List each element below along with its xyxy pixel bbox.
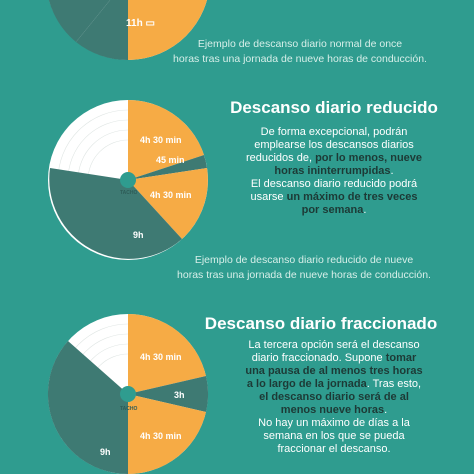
- tacho-label: TACHO: [120, 190, 138, 196]
- tacho-label: TACHO: [120, 406, 138, 412]
- label-driving-1: 4h 30 min: [140, 135, 182, 145]
- caption-reduced-rest: Ejemplo de descanso diario reducido de n…: [177, 254, 431, 281]
- heading-reduced-rest: Descanso diario reducido: [230, 98, 438, 117]
- segment-break: [128, 155, 207, 180]
- dial-hub: [120, 172, 136, 188]
- text-split-rest: La tercera opción será el descanso diari…: [245, 339, 423, 455]
- label-driving-2: 4h 30 min: [150, 190, 192, 200]
- dial-hub: [120, 386, 136, 402]
- segment-rest: [47, 341, 128, 474]
- segment-driving-2: [128, 394, 206, 474]
- heading-split-rest: Descanso diario fraccionado: [204, 314, 438, 333]
- bed-icon: ▭: [145, 18, 155, 29]
- label-driving-2: 4h 30 min: [140, 431, 182, 441]
- segment-break: [128, 376, 209, 412]
- label-rest: 9h: [100, 447, 111, 457]
- segment-driving-1: [128, 100, 204, 180]
- segment-rest: [49, 168, 183, 259]
- caption-normal-rest: Ejemplo de descanso diario normal de onc…: [173, 38, 427, 65]
- label-break: 3h: [174, 390, 185, 400]
- segment-driving-1: [128, 314, 206, 394]
- rest-label-11h: 11h ▭: [126, 18, 155, 29]
- segment-driving-2: [128, 168, 208, 239]
- label-driving-1: 4h 30 min: [140, 352, 182, 362]
- label-rest: 9h: [133, 230, 144, 240]
- text-reduced-rest: De forma excepcional, podrán emplearse l…: [245, 126, 423, 216]
- label-break: 45 min: [156, 155, 185, 165]
